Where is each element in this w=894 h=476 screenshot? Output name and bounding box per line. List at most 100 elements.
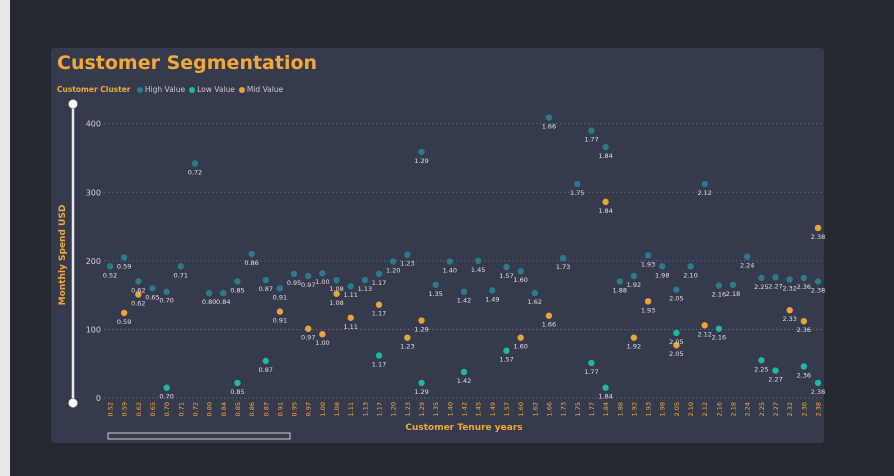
- data-point: [729, 281, 737, 289]
- data-label: 2.38: [811, 388, 825, 396]
- data-point: [418, 317, 425, 324]
- data-point: [120, 309, 128, 317]
- x-tick-label: 0.70: [163, 402, 171, 416]
- x-tick-label: 2.24: [744, 402, 752, 416]
- data-point: [503, 347, 510, 354]
- data-label: 2.16: [712, 334, 726, 342]
- data-point: [772, 274, 779, 281]
- data-point: [489, 287, 496, 294]
- data-label: 1.49: [485, 295, 499, 303]
- data-point: [432, 281, 439, 289]
- data-label: 2.36: [797, 283, 811, 291]
- data-label: 2.36: [797, 326, 811, 334]
- data-label: 0.70: [159, 393, 173, 401]
- x-scrollbar-thumb[interactable]: [107, 432, 291, 440]
- x-axis-title: Customer Tenure years: [405, 423, 522, 433]
- x-tick-label: 1.88: [616, 402, 624, 416]
- data-label: 2.32: [782, 284, 796, 292]
- x-tick-label: 2.16: [715, 402, 723, 416]
- data-point: [375, 301, 383, 308]
- data-point: [404, 334, 411, 341]
- data-point: [319, 270, 326, 277]
- data-label: 0.85: [230, 388, 244, 396]
- data-point: [814, 224, 822, 232]
- data-label: 1.93: [641, 306, 655, 314]
- x-tick-label: 1.92: [630, 402, 638, 416]
- data-label: 0.97: [301, 281, 315, 289]
- data-point: [517, 267, 524, 275]
- data-label: 0.65: [145, 293, 159, 301]
- x-tick-label: 0.52: [107, 402, 115, 416]
- legend-title: Customer Cluster: [57, 85, 131, 94]
- x-tick-label: 1.62: [531, 402, 539, 416]
- slider-handle-bottom[interactable]: [68, 398, 78, 408]
- data-label: 0.62: [131, 286, 145, 294]
- x-tick-label: 0.62: [135, 402, 143, 416]
- data-label: 0.52: [103, 271, 117, 279]
- data-point: [786, 276, 793, 283]
- data-label: 0.86: [244, 259, 258, 267]
- data-point: [234, 379, 241, 387]
- legend-label: High Value: [144, 85, 186, 94]
- data-label: 2.38: [811, 286, 825, 294]
- y-tick-label: 400: [86, 120, 101, 129]
- x-tick-label: 0.87: [262, 402, 270, 416]
- data-point: [248, 250, 255, 258]
- data-label: 1.29: [414, 326, 428, 334]
- data-label: 2.05: [669, 350, 683, 358]
- data-point: [701, 322, 708, 329]
- data-label: 1.29: [414, 388, 428, 396]
- legend-marker: [136, 86, 143, 93]
- data-point: [120, 254, 128, 261]
- data-label: 1.73: [556, 263, 570, 271]
- data-point: [404, 251, 411, 258]
- data-label: 1.84: [598, 152, 612, 160]
- data-point: [673, 286, 680, 293]
- data-point: [800, 274, 808, 282]
- x-tick-label: 0.65: [149, 402, 157, 416]
- data-point: [191, 160, 199, 167]
- data-point: [205, 289, 213, 297]
- data-label: 1.66: [542, 123, 556, 131]
- data-point: [276, 308, 284, 315]
- data-label: 0.85: [230, 286, 244, 294]
- data-label: 0.72: [188, 168, 202, 176]
- data-label: 1.17: [372, 279, 386, 287]
- data-label: 2.27: [768, 282, 782, 290]
- data-label: 1.66: [542, 321, 556, 329]
- data-point: [375, 270, 383, 278]
- data-label: 2.12: [697, 330, 711, 338]
- y-tick-label: 0: [96, 394, 101, 403]
- x-tick-label: 1.23: [404, 402, 412, 416]
- data-label: 1.88: [613, 286, 627, 294]
- data-point: [772, 367, 779, 374]
- data-label: 1.23: [400, 343, 414, 351]
- x-tick-label: 1.08: [333, 402, 341, 416]
- data-point: [163, 288, 170, 295]
- data-label: 0.71: [174, 271, 188, 279]
- data-label: 0.91: [273, 293, 287, 301]
- data-label: 0.62: [131, 299, 145, 307]
- data-point: [715, 282, 723, 289]
- data-point: [616, 278, 623, 285]
- data-point: [333, 276, 340, 284]
- x-tick-label: 1.42: [461, 402, 469, 416]
- data-label: 0.87: [259, 366, 273, 374]
- data-point: [418, 148, 425, 156]
- data-label: 2.05: [669, 295, 683, 303]
- data-point: [347, 283, 354, 290]
- data-label: 2.38: [811, 233, 825, 241]
- data-label: 2.18: [726, 290, 740, 298]
- legend-label: Low Value: [197, 85, 235, 94]
- x-tick-label: 2.18: [730, 402, 738, 416]
- slider-handle-top[interactable]: [68, 99, 78, 109]
- data-label: 1.77: [584, 368, 598, 376]
- x-tick-label: 0.84: [220, 402, 228, 416]
- legend-items: High Value Low Value Mid Value: [133, 85, 283, 94]
- data-point: [305, 272, 312, 280]
- data-point: [602, 384, 609, 391]
- data-label: 1.92: [627, 343, 641, 351]
- data-label: 2.05: [669, 338, 683, 346]
- data-point: [673, 342, 680, 349]
